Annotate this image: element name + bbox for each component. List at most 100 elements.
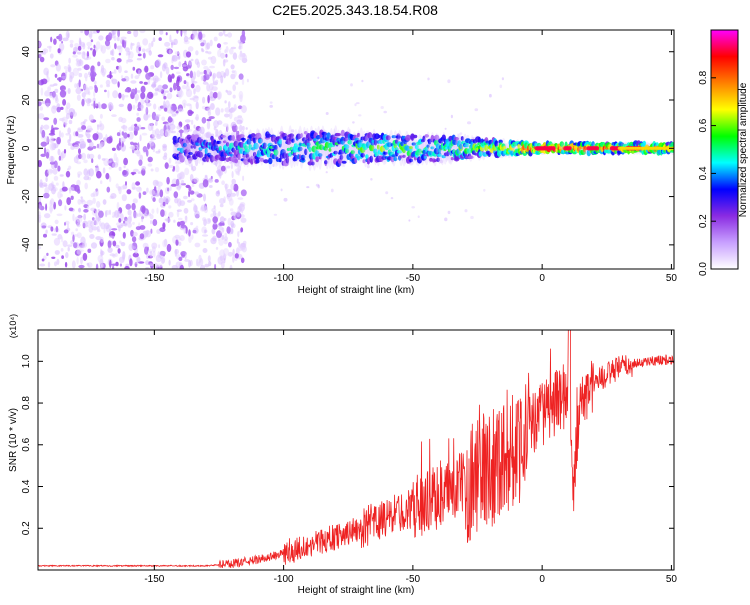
noise-speckle	[193, 88, 196, 95]
noise-speckle	[294, 140, 297, 143]
noise-speckle	[182, 65, 189, 72]
noise-speckle	[306, 186, 310, 189]
noise-speckle	[168, 164, 174, 168]
signal-ridge	[296, 133, 302, 140]
noise-speckle	[49, 142, 55, 151]
noise-speckle	[71, 260, 76, 269]
noise-speckle	[50, 136, 54, 142]
noise-speckle	[55, 225, 59, 233]
noise-speckle	[109, 70, 112, 80]
noise-speckle	[232, 94, 236, 99]
noise-speckle	[352, 121, 355, 124]
noise-speckle	[54, 219, 59, 225]
noise-speckle	[158, 244, 161, 249]
noise-speckle	[106, 186, 111, 193]
noise-speckle	[50, 226, 54, 232]
noise-speckle	[127, 209, 132, 216]
noise-speckle	[126, 59, 133, 63]
signal-ridge	[333, 150, 339, 155]
noise-speckle	[117, 248, 121, 254]
signal-ridge	[300, 133, 304, 139]
noise-speckle	[61, 236, 64, 243]
noise-speckle	[92, 97, 96, 103]
signal-ridge	[234, 158, 238, 164]
noise-speckle	[241, 78, 245, 86]
noise-speckle	[50, 155, 54, 163]
noise-speckle	[225, 53, 228, 58]
noise-speckle	[128, 126, 134, 132]
signal-ridge	[216, 140, 222, 144]
noise-speckle	[41, 184, 44, 189]
signal-ridge	[410, 133, 415, 140]
noise-speckle	[141, 214, 144, 223]
noise-speckle	[57, 148, 61, 156]
y-tick-label: 0	[21, 145, 32, 151]
noise-speckle	[203, 65, 209, 70]
noise-speckle	[273, 213, 278, 216]
noise-speckle	[76, 128, 84, 133]
noise-speckle	[102, 167, 106, 174]
noise-speckle	[207, 51, 212, 55]
noise-speckle	[170, 64, 174, 71]
noise-speckle	[179, 171, 185, 177]
noise-speckle	[66, 102, 71, 110]
noise-speckle	[202, 81, 208, 85]
noise-speckle	[186, 103, 192, 107]
noise-speckle	[92, 197, 96, 204]
noise-speckle	[66, 223, 70, 229]
noise-speckle	[155, 114, 160, 121]
noise-speckle	[109, 104, 114, 111]
noise-speckle	[222, 248, 230, 257]
signal-ridge	[503, 146, 507, 150]
noise-speckle	[144, 246, 149, 255]
noise-speckle	[230, 220, 235, 228]
noise-speckle	[46, 252, 49, 256]
noise-speckle	[203, 239, 207, 244]
noise-speckle	[54, 97, 59, 104]
noise-speckle	[123, 157, 128, 166]
signal-ridge	[417, 148, 422, 153]
signal-ridge	[187, 157, 194, 161]
noise-speckle	[131, 246, 137, 250]
noise-speckle	[231, 124, 238, 133]
noise-speckle	[143, 113, 149, 121]
noise-speckle	[84, 57, 89, 61]
noise-speckle	[177, 55, 181, 60]
noise-speckle	[156, 263, 163, 268]
noise-speckle	[237, 197, 244, 200]
noise-speckle	[212, 72, 217, 79]
noise-speckle	[100, 64, 105, 74]
noise-speckle	[203, 206, 208, 214]
noise-speckle	[67, 143, 73, 146]
snr-y-ticks: 0.2 0.4 0.6 0.8 1.0	[21, 354, 674, 535]
noise-speckle	[52, 127, 59, 130]
noise-speckle	[195, 50, 199, 56]
signal-ridge	[402, 154, 406, 158]
noise-speckle	[38, 160, 42, 168]
noise-speckle	[97, 154, 101, 160]
signal-ridge	[395, 135, 401, 139]
noise-speckle	[444, 217, 448, 222]
noise-speckle	[42, 48, 49, 54]
signal-ridge	[273, 149, 279, 156]
noise-speckle	[118, 45, 123, 54]
noise-speckle	[204, 229, 207, 234]
signal-ridge	[517, 143, 521, 149]
noise-speckle	[212, 91, 218, 99]
noise-speckle	[178, 217, 183, 221]
noise-speckle	[135, 146, 140, 150]
noise-speckle	[156, 181, 163, 187]
noise-speckle	[237, 231, 240, 238]
noise-speckle	[126, 133, 130, 138]
noise-speckle	[190, 119, 194, 125]
noise-speckle	[150, 228, 153, 234]
noise-speckle	[218, 32, 224, 37]
noise-speckle	[232, 123, 237, 127]
noise-speckle	[162, 222, 166, 230]
noise-speckle	[192, 165, 197, 172]
noise-speckle	[169, 34, 172, 43]
noise-speckle	[168, 211, 174, 218]
noise-speckle	[40, 141, 47, 147]
noise-speckle	[130, 171, 137, 175]
noise-speckle	[64, 222, 66, 226]
